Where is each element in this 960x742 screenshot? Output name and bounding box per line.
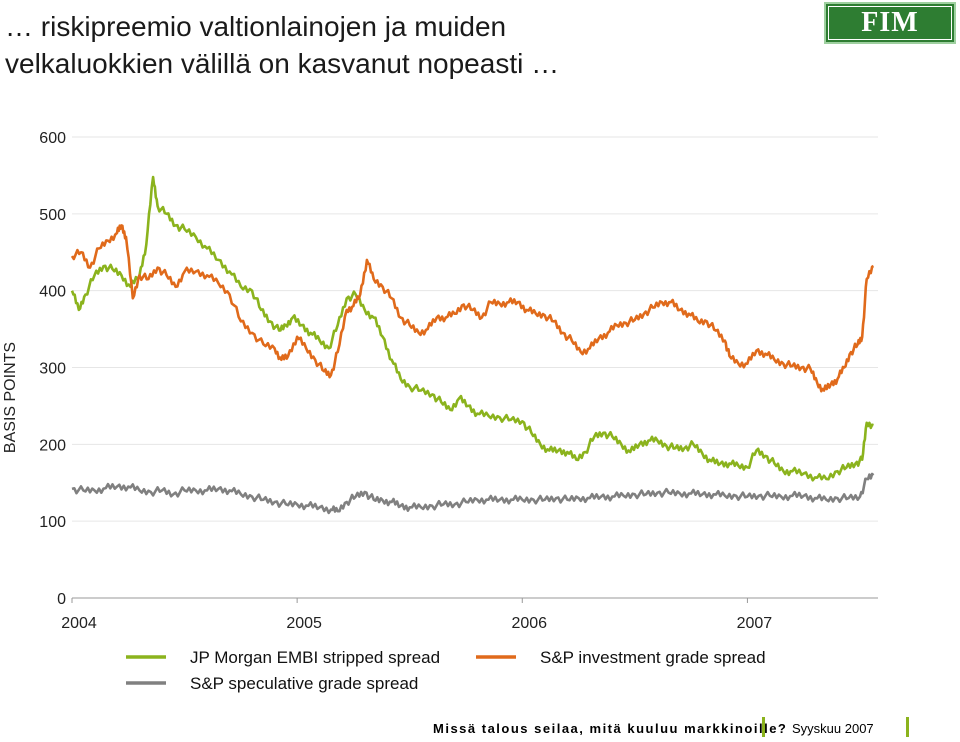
x-tick-label-2005: 2005 <box>286 615 322 632</box>
y-tick-label-100: 100 <box>39 514 66 531</box>
y-axis-label: BASIS POINTS <box>2 342 19 453</box>
y-tick-label-600: 600 <box>39 130 66 147</box>
fim-logo: FIM <box>824 2 956 44</box>
x-tick-label-2006: 2006 <box>511 615 547 632</box>
legend-label-2: S&P investment grade spread <box>540 648 766 667</box>
series-line-s-p-speculative-grade-spread <box>71 472 875 515</box>
y-tick-label-300: 300 <box>39 361 66 378</box>
legend-label-1: JP Morgan EMBI stripped spread <box>190 648 440 667</box>
footer-date: Syyskuu 2007 <box>792 721 874 736</box>
page-title: … riskipreemio valtionlainojen ja muiden… <box>5 8 559 82</box>
y-tick-label-400: 400 <box>39 284 66 301</box>
footer-separator <box>762 717 765 737</box>
y-tick-label-500: 500 <box>39 207 66 224</box>
footer-separator-end <box>906 717 909 737</box>
x-tick-label-2007: 2007 <box>737 615 773 632</box>
title-line-2: velkaluokkien välillä on kasvanut nopeas… <box>5 48 560 79</box>
y-tick-label-0: 0 <box>57 591 66 608</box>
y-tick-label-200: 200 <box>39 437 66 454</box>
series-line-s-p-investment-grade-spread <box>70 224 875 393</box>
x-tick-label-2004: 2004 <box>61 615 97 632</box>
title-line-1: … riskipreemio valtionlainojen ja muiden <box>5 11 507 42</box>
legend-label-3: S&P speculative grade spread <box>190 674 418 693</box>
series-line-jp-morgan-embi-stripped-spread <box>70 175 874 482</box>
footer-caption: Missä talous seilaa, mitä kuuluu markkin… <box>433 721 788 736</box>
fim-logo-text: FIM <box>828 6 952 40</box>
